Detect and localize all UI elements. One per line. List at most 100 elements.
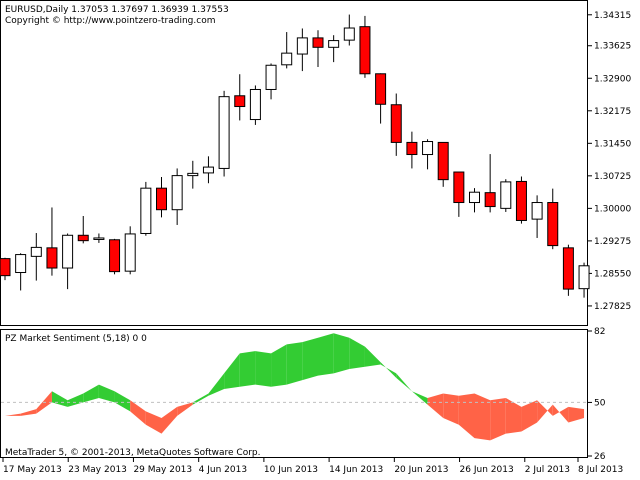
candle[interactable] <box>500 179 512 212</box>
candle[interactable] <box>578 262 590 298</box>
candle[interactable] <box>281 32 293 69</box>
candle-body-bull <box>500 181 512 209</box>
candle[interactable] <box>46 207 58 276</box>
candle-body-bull <box>171 175 183 211</box>
time-tick-label: 10 Jun 2013 <box>264 465 318 475</box>
candle[interactable] <box>124 226 136 275</box>
candles-layer[interactable] <box>0 14 590 298</box>
candle[interactable] <box>390 93 402 156</box>
candle-body-bear <box>375 73 387 105</box>
sentiment-area-layer <box>5 333 585 441</box>
price-tick-label: 1.33625 <box>594 42 631 52</box>
candle[interactable] <box>406 131 418 169</box>
candle[interactable] <box>187 160 199 189</box>
copyright-top: Copyright © http://www.pointzero-trading… <box>5 16 215 26</box>
candle[interactable] <box>531 195 543 238</box>
candle-body-bull <box>93 237 105 240</box>
candle[interactable] <box>265 63 277 100</box>
sentiment-bear-segment <box>177 402 193 416</box>
sentiment-bull-segment <box>318 333 334 376</box>
candle[interactable] <box>296 28 308 72</box>
sentiment-bear-segment <box>521 400 538 432</box>
candle[interactable] <box>469 188 480 213</box>
price-axis: 1.34315 1.33625 1.32900 1.32175 1.31450 1.307… <box>588 11 631 312</box>
candle-body-bear <box>312 37 324 48</box>
candle-body-bear <box>390 104 402 143</box>
candle[interactable] <box>93 233 105 243</box>
candle-body-bear <box>406 141 418 156</box>
candle[interactable] <box>343 14 355 46</box>
candle[interactable] <box>218 90 230 177</box>
footer-copyright: MetaTrader 5, © 2001-2013, MetaQuotes So… <box>5 448 261 458</box>
candle-body-bull <box>140 187 152 234</box>
candle-body-bear <box>484 192 496 208</box>
candle[interactable] <box>437 141 449 187</box>
sentiment-bull-segment <box>192 393 209 405</box>
sentiment-bull-segment <box>255 351 272 387</box>
candle-body-bull <box>187 172 199 177</box>
candle-body-bull <box>328 40 340 48</box>
candle-body-bull <box>343 27 355 41</box>
candle-body-bull <box>62 234 74 269</box>
candle[interactable] <box>234 74 246 121</box>
candle-body-bear <box>77 234 89 242</box>
candle-body-bull <box>265 64 277 90</box>
candle[interactable] <box>484 154 496 213</box>
sentiment-bear-segment <box>5 413 21 416</box>
candle[interactable] <box>359 15 371 78</box>
candle[interactable] <box>140 181 152 236</box>
sentiment-bear-segment <box>537 400 553 423</box>
sentiment-bear-segment <box>568 406 585 423</box>
indicator-axis: 82 50 26 <box>588 327 606 462</box>
candle[interactable] <box>30 233 42 281</box>
sentiment-bear-segment <box>458 393 475 439</box>
symbol-info: EURUSD,Daily 1.37053 1.37697 1.36939 1.3… <box>5 5 229 15</box>
time-tick-label: 4 Jun 2013 <box>199 465 247 475</box>
sentiment-bull-segment <box>333 333 350 374</box>
sentiment-bull-segment <box>51 391 68 407</box>
candle-body-bear <box>547 202 559 247</box>
candle[interactable] <box>328 35 340 63</box>
candle[interactable] <box>547 188 559 250</box>
time-tick-label: 14 Jun 2013 <box>329 465 383 475</box>
candle[interactable] <box>109 238 121 275</box>
sentiment-bear-segment <box>20 409 37 416</box>
price-tick-label: 1.34315 <box>594 11 631 21</box>
price-tick-label: 1.30725 <box>594 172 631 182</box>
time-tick-label: 8 Jul 2013 <box>578 465 623 475</box>
candle[interactable] <box>312 30 324 68</box>
sentiment-bear-segment <box>130 400 146 425</box>
sentiment-bull-segment <box>83 384 99 403</box>
candle[interactable] <box>515 176 527 224</box>
candle-body-bull <box>30 246 42 257</box>
candle[interactable] <box>562 244 574 296</box>
sentiment-bull-segment <box>224 353 240 390</box>
sentiment-bull-segment <box>349 337 365 369</box>
time-tick-label: 23 May 2013 <box>68 465 127 475</box>
candle-body-bear <box>156 187 167 211</box>
candle[interactable] <box>0 257 11 281</box>
candle[interactable] <box>202 156 214 184</box>
candle-body-bear <box>234 95 246 108</box>
candle-body-bear <box>109 239 121 273</box>
sentiment-bull-segment <box>364 346 381 367</box>
candle[interactable] <box>249 85 261 125</box>
candle[interactable] <box>156 176 167 218</box>
candle[interactable] <box>453 171 465 217</box>
candle-body-bull <box>422 141 434 156</box>
candle-body-bull <box>15 254 27 274</box>
candle-body-bull <box>281 52 293 66</box>
sentiment-bear-segment <box>145 411 162 434</box>
candle[interactable] <box>171 168 183 225</box>
candle[interactable] <box>422 139 434 170</box>
candle[interactable] <box>375 73 387 124</box>
candle[interactable] <box>15 253 27 291</box>
candle-body-bear <box>453 171 465 204</box>
sentiment-bull-segment <box>286 342 303 385</box>
candle-body-bull <box>202 166 214 174</box>
candle[interactable] <box>62 233 74 290</box>
sentiment-bear-segment <box>161 406 178 434</box>
candle-body-bull <box>578 265 590 290</box>
candle-body-bull <box>531 202 543 220</box>
candle[interactable] <box>77 215 89 244</box>
